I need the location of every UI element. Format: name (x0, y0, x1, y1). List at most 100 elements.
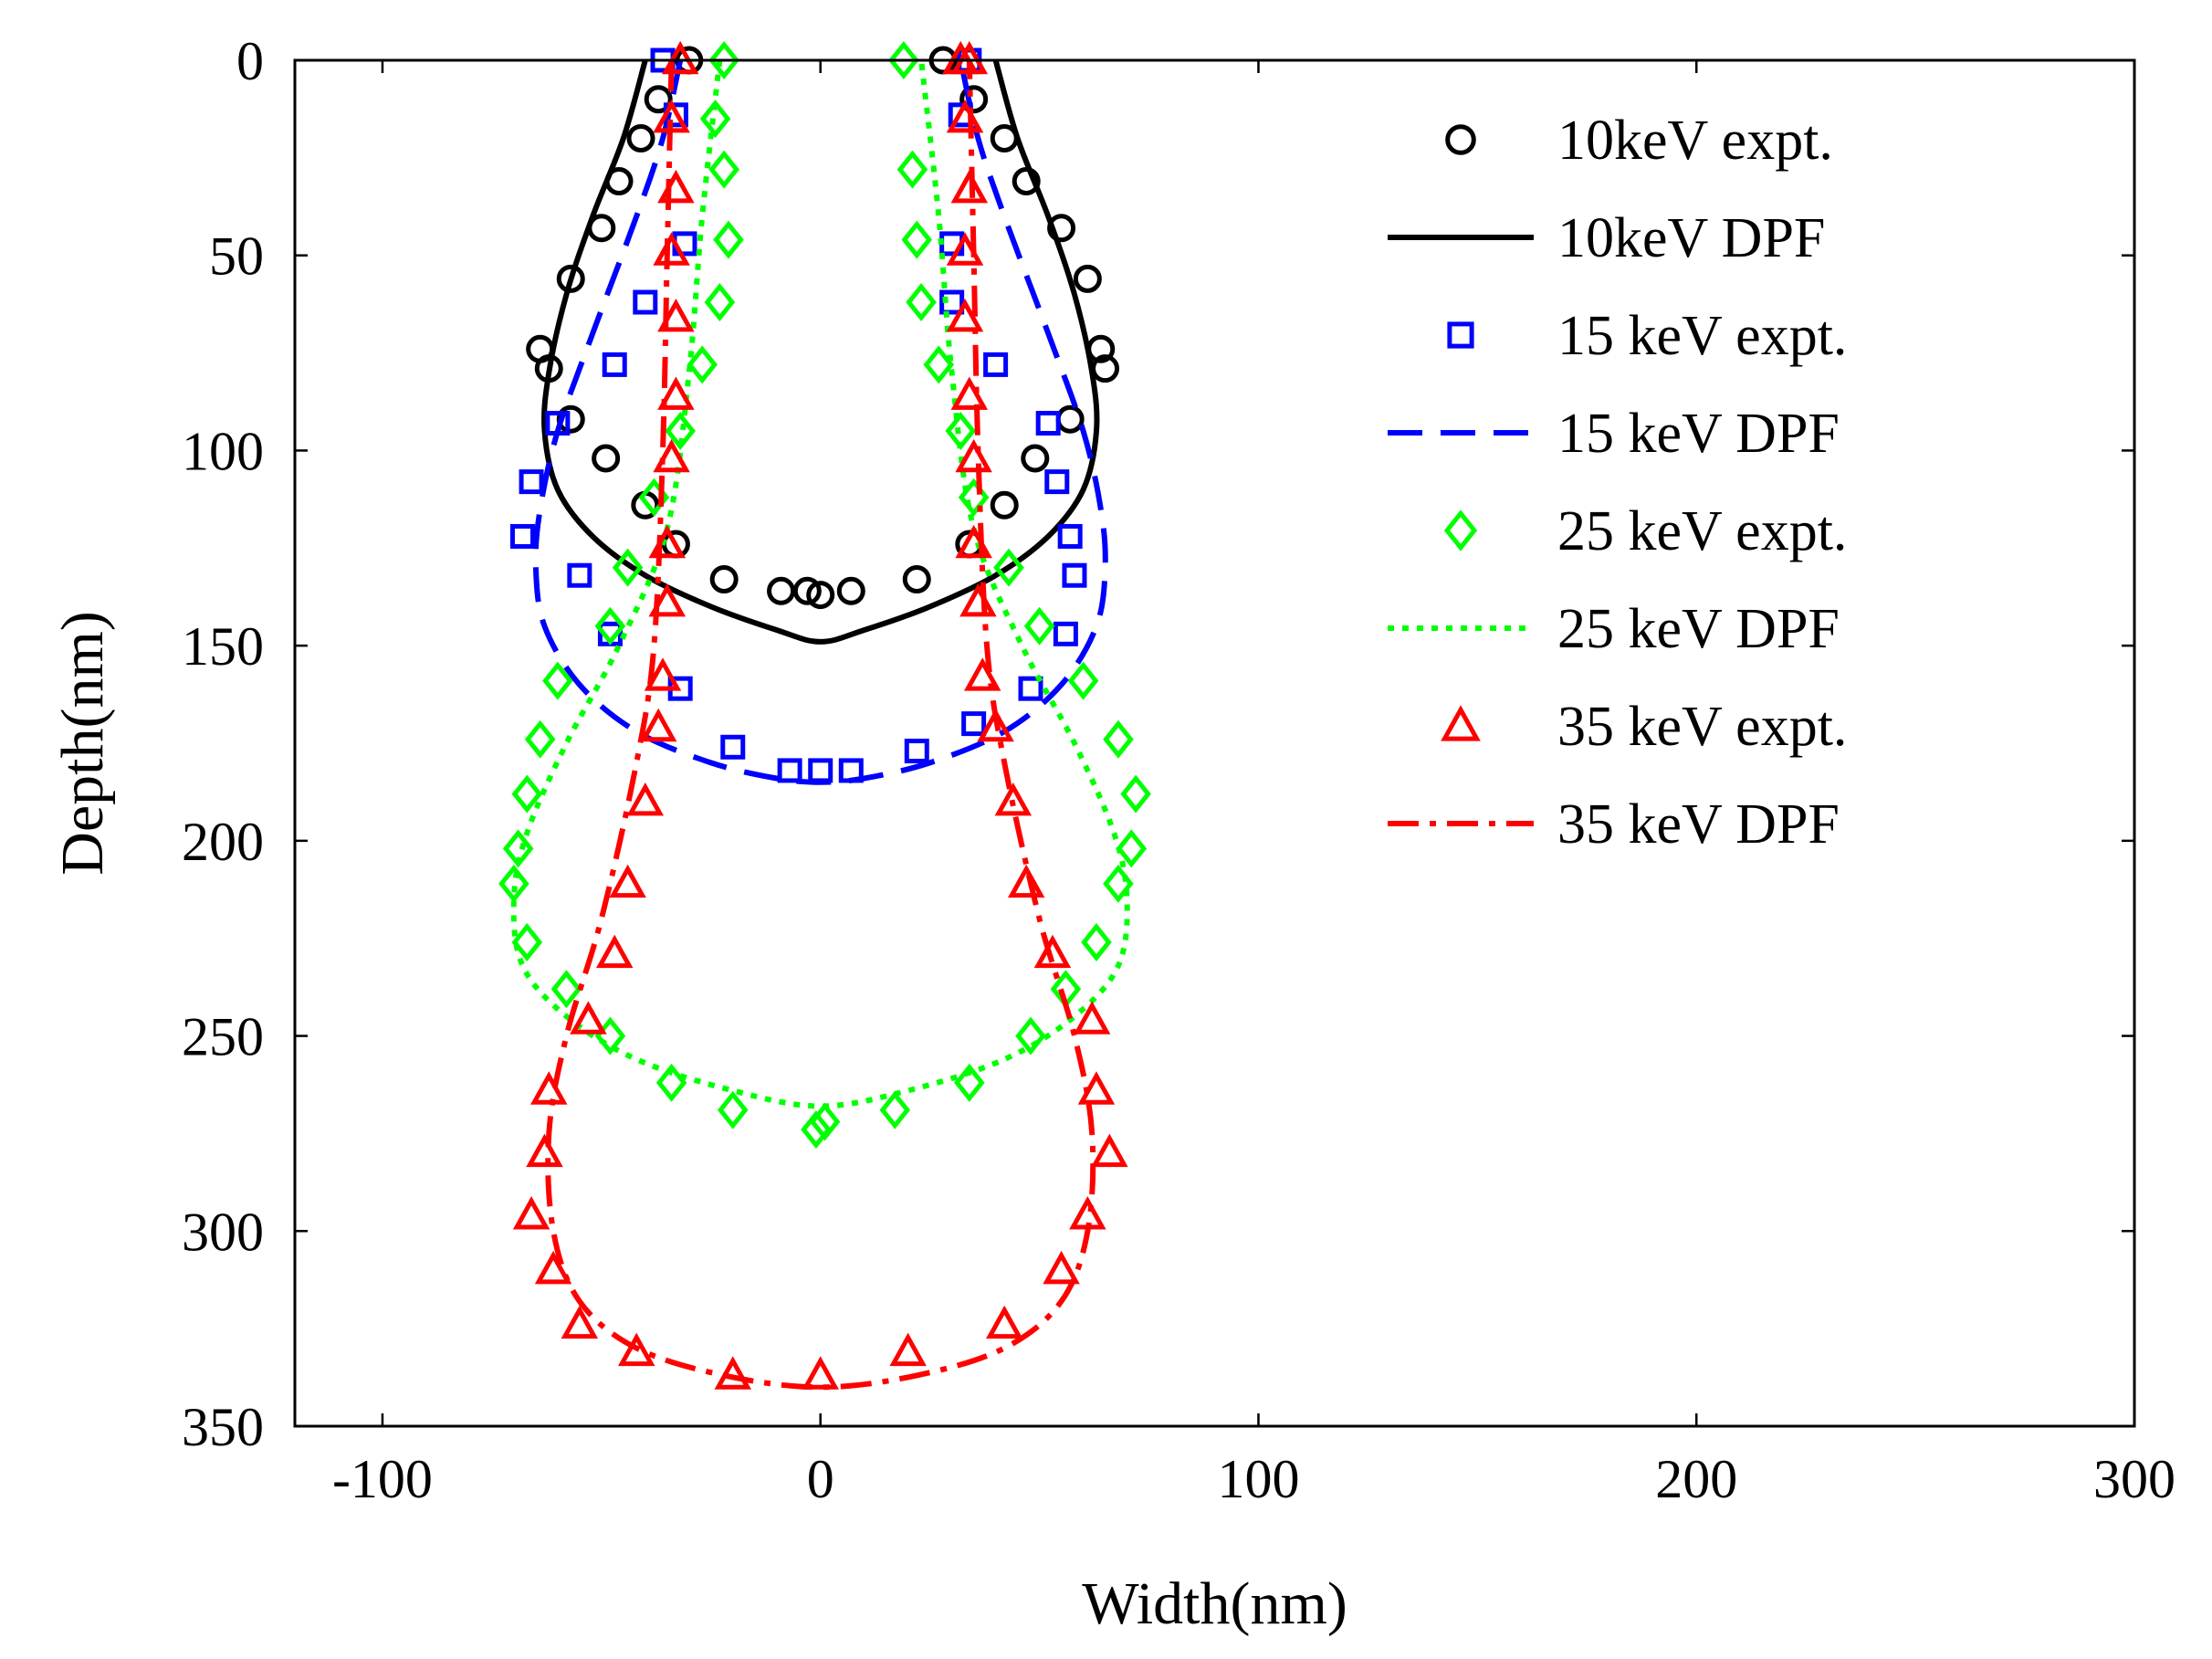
data-point (653, 438, 690, 473)
data-point (526, 1133, 563, 1168)
data-point (959, 85, 989, 114)
data-point (809, 1102, 841, 1141)
data-point (1057, 523, 1083, 549)
data-point (902, 564, 931, 593)
data-point (648, 583, 687, 617)
data-point (704, 283, 736, 322)
data-point (1044, 469, 1070, 495)
x-axis-title: Width(nm) (1082, 1570, 1347, 1637)
plot-marks (498, 40, 1151, 1391)
legend-entry-15-kev-expt: 15 keV expt. (1447, 305, 1847, 367)
data-point (626, 123, 655, 152)
data-point (1103, 719, 1134, 759)
data-point (961, 711, 987, 737)
series-25-kev-dpf (510, 59, 1130, 1109)
y-tick-label: 0 (236, 31, 264, 91)
data-point (550, 970, 582, 1009)
data-point (595, 934, 634, 969)
x-tick-label: 0 (807, 1449, 834, 1509)
data-point (879, 1090, 911, 1129)
data-point (511, 774, 543, 814)
data-point (1073, 264, 1102, 293)
data-point (617, 1332, 655, 1367)
series-line (532, 59, 1108, 785)
data-point (808, 758, 833, 783)
data-point (1081, 922, 1112, 961)
data-point (498, 864, 529, 903)
data-point (567, 562, 592, 588)
data-point (602, 352, 627, 377)
data-point (592, 444, 621, 473)
legend-entry-10kev-expt: 10keV expt. (1445, 110, 1833, 172)
series-line (510, 59, 1130, 1109)
data-point (977, 708, 1014, 742)
data-point (509, 523, 535, 549)
y-tick-label: 100 (182, 421, 264, 481)
data-point (1116, 829, 1148, 868)
data-point (801, 1110, 832, 1150)
data-point (708, 150, 739, 189)
legend-label: 35 keV expt. (1557, 696, 1847, 758)
legend-label: 15 keV DPF (1557, 403, 1840, 465)
data-point (687, 345, 718, 384)
data-point (993, 548, 1024, 587)
y-tick-label: 200 (182, 812, 264, 872)
x-tick-label: 200 (1655, 1449, 1737, 1509)
data-point (792, 576, 822, 605)
legend-entry-35-kev-dpf: 35 keV DPF (1388, 793, 1840, 856)
legend-label: 25 keV expt. (1557, 500, 1847, 562)
y-tick-label: 300 (182, 1202, 264, 1262)
axis-ticks: -100 0 100 200 300 0 50 100 150 200 250 300 350 (182, 31, 2175, 1509)
data-point (556, 264, 585, 293)
series-25-kev-expt (498, 40, 1151, 1150)
data-point (657, 169, 695, 204)
data-point (1021, 444, 1050, 473)
data-point (896, 150, 928, 189)
data-point (714, 1356, 752, 1390)
data-point (1007, 864, 1045, 898)
legend-label: 10keV expt. (1557, 110, 1833, 172)
data-point (983, 352, 1009, 377)
data-point (665, 412, 696, 451)
data-point (1053, 621, 1078, 646)
series-line (545, 59, 1096, 1391)
data-point (609, 864, 646, 898)
data-point (717, 1090, 749, 1129)
data-point (512, 1196, 550, 1230)
series-15-kev-dpf (532, 59, 1108, 785)
data-point (709, 564, 739, 593)
x-tick-label: -100 (332, 1449, 433, 1509)
data-point (626, 782, 665, 816)
data-point (1033, 934, 1072, 969)
data-point (1055, 404, 1085, 434)
series-10kev-expt (526, 46, 1120, 610)
data-point (777, 758, 802, 783)
data-point (955, 438, 992, 473)
data-point (889, 1332, 927, 1367)
legend-entry-15-kev-dpf: 15 keV DPF (1388, 403, 1840, 465)
data-point (1035, 411, 1061, 436)
legend-entry-35-kev-expt: 35 keV expt. (1441, 696, 1847, 758)
legend-marker-swatch (1445, 124, 1476, 155)
data-point (657, 376, 695, 410)
data-point (699, 100, 731, 139)
data-point (1023, 606, 1055, 646)
series-10kev-dpf (540, 59, 1100, 645)
legend-label: 35 keV DPF (1557, 793, 1840, 856)
data-point (524, 719, 556, 759)
data-point (644, 657, 682, 691)
data-point (511, 922, 543, 961)
series-15-kev-expt (509, 47, 1087, 783)
legend: 10keV expt. 10keV DPF 15 keV expt. 15 keV D… (1388, 110, 1847, 856)
data-point (1043, 1250, 1080, 1285)
data-point (502, 829, 534, 868)
x-tick-label: 100 (1217, 1449, 1299, 1509)
series-line (540, 59, 1100, 645)
data-point (990, 490, 1019, 520)
data-point (963, 657, 1001, 691)
data-point (633, 289, 658, 315)
data-point (661, 40, 699, 75)
data-point (1067, 661, 1099, 700)
y-tick-label: 350 (182, 1397, 264, 1457)
data-point (985, 1305, 1023, 1339)
